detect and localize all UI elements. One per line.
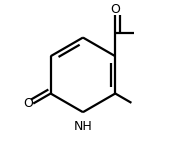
- Text: O: O: [23, 97, 33, 110]
- Text: NH: NH: [74, 120, 92, 133]
- Text: O: O: [110, 3, 120, 16]
